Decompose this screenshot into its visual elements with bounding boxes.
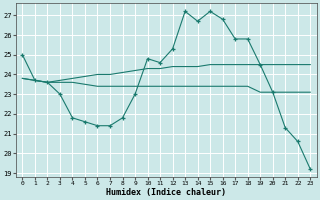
X-axis label: Humidex (Indice chaleur): Humidex (Indice chaleur) (106, 188, 226, 197)
